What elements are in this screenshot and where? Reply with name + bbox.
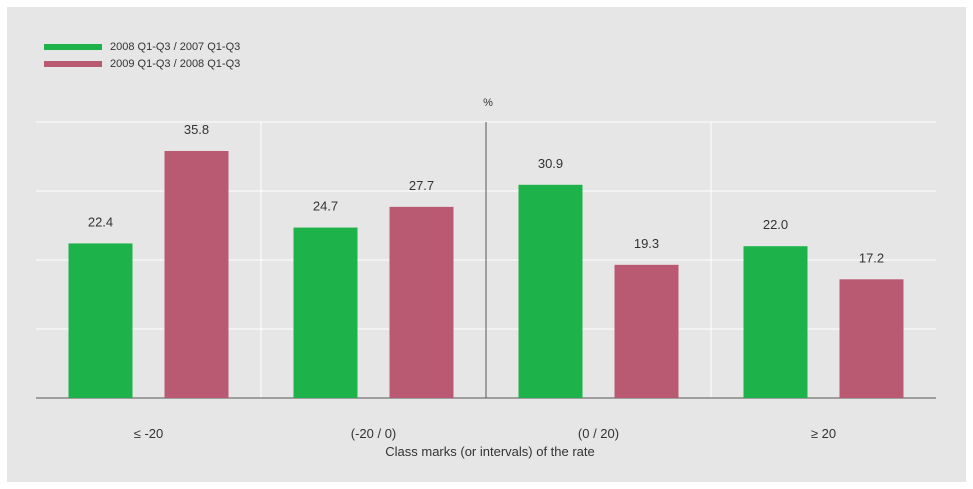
data-label-series-1-3: 30.9 (538, 156, 563, 171)
bar-series-2-4 (839, 279, 904, 398)
x-tick-label-1: ≤ -20 (134, 426, 164, 441)
data-label-series-2-4: 17.2 (859, 250, 884, 265)
x-tick-label-3: (0 / 20) (578, 426, 619, 441)
data-label-series-1-1: 22.4 (88, 214, 113, 229)
legend-label-series-2: 2009 Q1-Q3 / 2008 Q1-Q3 (110, 57, 241, 70)
bar-series-1-3 (518, 184, 583, 398)
unit-label: % (483, 97, 493, 109)
bar-series-2-1 (164, 150, 229, 398)
x-tick-label-2: (-20 / 0) (351, 426, 397, 441)
legend-label-series-1: 2008 Q1-Q3 / 2007 Q1-Q3 (110, 40, 241, 53)
bar-series-2-2 (389, 206, 454, 398)
bar-series-1-2 (293, 227, 358, 398)
legend-swatch-series-2 (44, 60, 102, 67)
bar-series-1-1 (68, 243, 133, 398)
data-label-series-1-2: 24.7 (313, 199, 338, 214)
data-label-series-1-4: 22.0 (763, 217, 788, 232)
data-label-series-2-1: 35.8 (184, 122, 209, 137)
x-tick-label-4: ≥ 20 (811, 426, 836, 441)
bar-series-2-3 (614, 264, 679, 398)
data-label-series-2-3: 19.3 (634, 236, 659, 251)
x-axis-title: Class marks (or intervals) of the rate (385, 444, 595, 459)
legend-swatch-series-1 (44, 43, 102, 50)
legend-item-series-2: 2009 Q1-Q3 / 2008 Q1-Q3 (44, 55, 240, 72)
bar-series-1-4 (743, 246, 808, 398)
legend: 2008 Q1-Q3 / 2007 Q1-Q3 2009 Q1-Q3 / 200… (44, 38, 240, 72)
data-label-series-2-2: 27.7 (409, 178, 434, 193)
legend-item-series-1: 2008 Q1-Q3 / 2007 Q1-Q3 (44, 38, 240, 55)
